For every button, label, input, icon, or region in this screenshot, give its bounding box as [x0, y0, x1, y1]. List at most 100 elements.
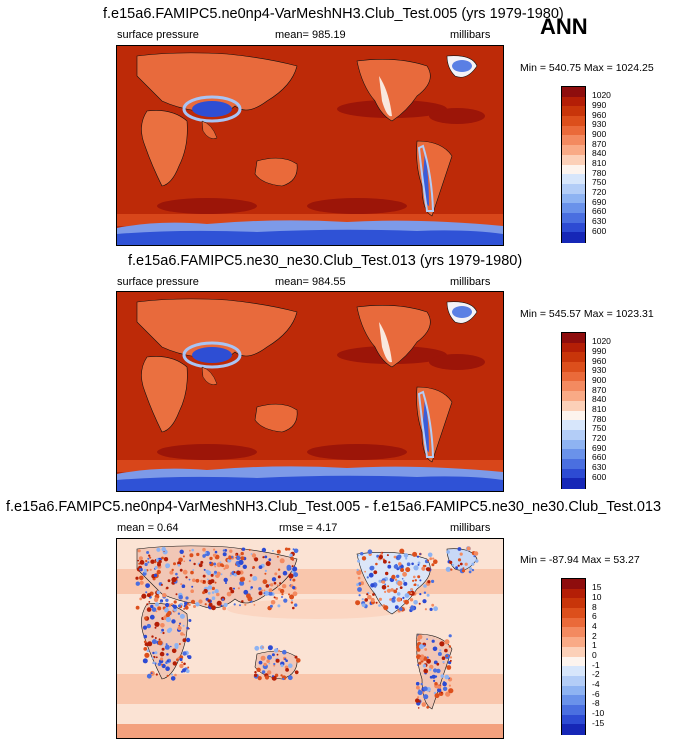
difference-speckle — [286, 566, 291, 571]
colorbar-swatch — [562, 193, 585, 204]
difference-speckle — [426, 567, 431, 572]
difference-speckle — [409, 590, 415, 596]
difference-speckle — [356, 569, 362, 575]
difference-speckle — [156, 569, 161, 575]
difference-speckle — [431, 603, 435, 607]
difference-speckle — [370, 565, 375, 570]
difference-speckle — [442, 661, 445, 664]
difference-speckle — [142, 658, 148, 664]
difference-speckle — [386, 554, 389, 557]
difference-speckle — [184, 605, 189, 610]
difference-speckle — [426, 638, 428, 640]
difference-speckle — [171, 568, 174, 572]
difference-speckle — [434, 682, 438, 686]
colorbar-tick-label: 930 — [592, 365, 607, 376]
colorbar-tick-label: 810 — [592, 404, 607, 414]
difference-speckle — [202, 547, 206, 552]
difference-speckle — [148, 601, 151, 603]
difference-speckle — [434, 675, 438, 678]
difference-speckle — [432, 646, 438, 652]
difference-speckle — [257, 676, 262, 681]
difference-speckle — [173, 600, 177, 604]
difference-speckle — [192, 578, 196, 583]
difference-speckle — [157, 640, 163, 646]
difference-speckle — [385, 571, 389, 576]
difference-speckle — [143, 647, 148, 651]
panel-1-map — [116, 45, 504, 246]
difference-speckle — [464, 562, 468, 566]
difference-speckle — [290, 601, 294, 604]
difference-speckle — [440, 674, 445, 678]
difference-speckle — [273, 596, 276, 599]
difference-speckle — [433, 559, 438, 564]
colorbar-tick-label: 690 — [592, 442, 607, 453]
difference-speckle — [186, 626, 189, 630]
difference-speckle — [431, 674, 436, 679]
difference-speckle — [388, 561, 391, 564]
difference-speckle — [449, 560, 453, 564]
difference-speckle — [426, 593, 430, 597]
difference-speckle — [142, 571, 147, 576]
difference-speckle — [147, 561, 150, 564]
difference-speckle — [241, 547, 246, 551]
difference-speckle — [402, 596, 405, 599]
difference-speckle — [203, 568, 206, 571]
difference-speckle — [409, 598, 414, 602]
difference-speckle — [216, 600, 222, 606]
difference-speckle — [162, 631, 165, 635]
colorbar-swatch — [562, 598, 585, 609]
difference-speckle — [268, 662, 271, 665]
difference-speckle — [444, 639, 450, 645]
difference-speckle — [184, 601, 188, 606]
difference-speckle — [187, 666, 190, 669]
difference-speckle — [209, 561, 212, 564]
difference-speckle — [161, 647, 165, 651]
panel-3-title: f.e15a6.FAMIPC5.ne0np4-VarMeshNH3.Club_T… — [6, 499, 662, 515]
difference-speckle — [224, 549, 228, 552]
difference-speckle — [235, 556, 237, 559]
difference-speckle — [161, 663, 163, 666]
difference-speckle — [182, 638, 187, 643]
difference-speckle — [185, 669, 190, 673]
panel-2-minmax: Min = 545.57 Max = 1023.31 — [520, 308, 654, 320]
difference-speckle — [451, 563, 454, 567]
colorbar-tick-label: 660 — [592, 206, 607, 217]
colorbar-swatch — [562, 203, 585, 214]
difference-speckle — [159, 600, 162, 603]
difference-speckle — [357, 554, 360, 557]
panel-2-colorbar: 1020 990 960 930 900 870 840 810 780 750 720 690 660… — [561, 332, 631, 489]
colorbar-tick-label: 6 — [592, 611, 597, 622]
difference-speckle — [183, 633, 186, 636]
difference-speckle — [176, 658, 179, 661]
difference-speckle — [202, 574, 206, 578]
difference-speckle — [370, 597, 375, 603]
difference-speckle — [206, 570, 212, 576]
difference-speckle — [384, 590, 387, 593]
difference-speckle — [182, 624, 185, 627]
difference-speckle — [250, 553, 253, 555]
difference-speckle — [202, 580, 205, 583]
colorbar-tick-label: -2 — [592, 669, 600, 680]
difference-speckle — [436, 662, 440, 666]
difference-speckle — [173, 607, 178, 612]
difference-speckle — [182, 555, 185, 558]
difference-speckle — [413, 600, 418, 605]
difference-speckle — [357, 576, 361, 580]
difference-speckle — [418, 644, 424, 650]
difference-speckle — [242, 564, 247, 569]
difference-speckle — [423, 591, 427, 594]
difference-speckle — [433, 668, 438, 673]
season-label: ANN — [540, 14, 588, 39]
difference-speckle — [209, 556, 213, 561]
colorbar-tick-label: 870 — [592, 384, 607, 395]
difference-speckle — [170, 676, 176, 681]
difference-speckle — [139, 580, 144, 585]
difference-speckle — [193, 605, 196, 608]
difference-speckle — [417, 690, 423, 696]
difference-speckle — [378, 604, 381, 607]
difference-speckle — [423, 694, 429, 700]
colorbar-tick-label: 630 — [592, 216, 607, 227]
colorbar-swatch — [562, 87, 585, 98]
difference-speckle — [180, 583, 183, 586]
difference-speckle — [282, 649, 287, 655]
